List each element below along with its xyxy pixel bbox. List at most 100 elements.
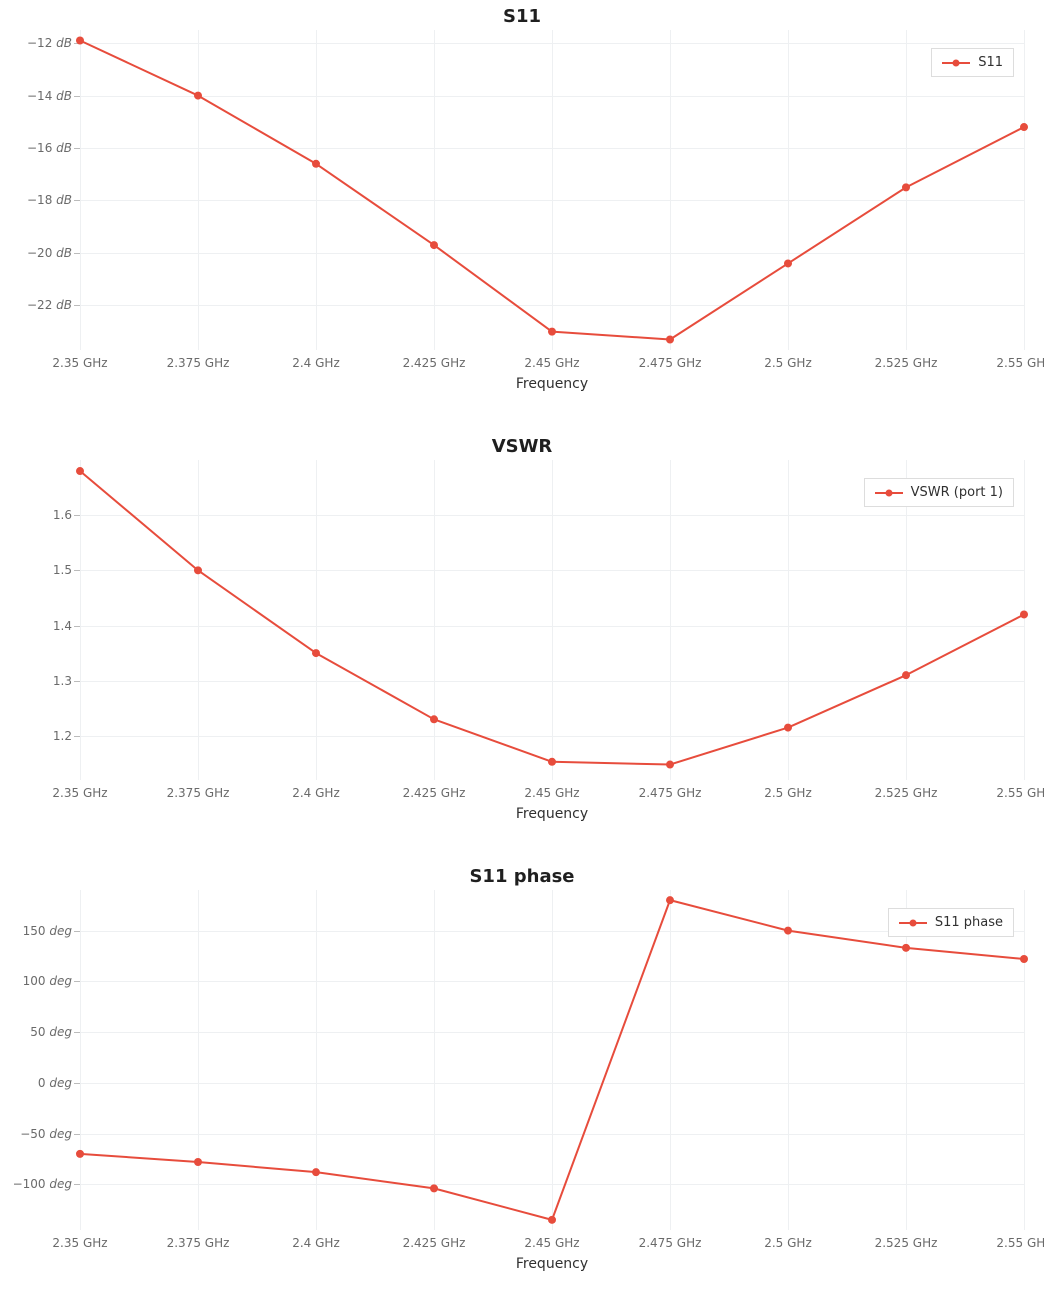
series-marker bbox=[902, 671, 910, 679]
s11phase-chart: S11 phase2.35 GHz2.375 GHz2.4 GHz2.425 G… bbox=[0, 860, 1044, 1300]
x-tick-label: 2.5 GHz bbox=[764, 356, 812, 370]
series-marker bbox=[194, 566, 202, 574]
s11-chart: S112.35 GHz2.375 GHz2.4 GHz2.425 GHz2.45… bbox=[0, 0, 1044, 420]
x-tick-label: 2.475 GHz bbox=[639, 356, 702, 370]
series-marker bbox=[430, 241, 438, 249]
y-tick-label: −14 dB bbox=[27, 89, 72, 103]
s11phase-xlabel: Frequency bbox=[516, 1256, 588, 1272]
series-marker bbox=[784, 259, 792, 267]
series-marker bbox=[312, 649, 320, 657]
series-line bbox=[80, 40, 1024, 339]
series-marker bbox=[312, 160, 320, 168]
y-tick-label: −16 dB bbox=[27, 141, 72, 155]
series-marker bbox=[548, 758, 556, 766]
x-tick-label: 2.4 GHz bbox=[292, 1236, 340, 1250]
vswr-title: VSWR bbox=[0, 430, 1044, 461]
grid-vertical bbox=[1024, 890, 1025, 1230]
y-tick-label: 1.4 bbox=[53, 619, 72, 633]
series-marker bbox=[430, 715, 438, 723]
s11-series bbox=[80, 30, 1024, 350]
series-marker bbox=[430, 1184, 438, 1192]
x-tick-label: 2.475 GHz bbox=[639, 786, 702, 800]
x-tick-label: 2.45 GHz bbox=[524, 786, 579, 800]
chart-container: S112.35 GHz2.375 GHz2.4 GHz2.425 GHz2.45… bbox=[0, 0, 1044, 1300]
series-line bbox=[80, 900, 1024, 1220]
vswr-chart: VSWR2.35 GHz2.375 GHz2.4 GHz2.425 GHz2.4… bbox=[0, 430, 1044, 850]
s11-plot-area: 2.35 GHz2.375 GHz2.4 GHz2.425 GHz2.45 GH… bbox=[80, 30, 1024, 350]
y-tick-label: 50 deg bbox=[30, 1025, 72, 1039]
grid-vertical bbox=[1024, 460, 1025, 780]
y-tick-label: 0 deg bbox=[38, 1076, 72, 1090]
series-marker bbox=[902, 183, 910, 191]
series-line bbox=[80, 471, 1024, 765]
y-tick-label: 100 deg bbox=[23, 974, 72, 988]
legend-swatch-icon bbox=[875, 492, 903, 494]
series-marker bbox=[76, 1150, 84, 1158]
series-marker bbox=[1020, 123, 1028, 131]
vswr-plot-area: 2.35 GHz2.375 GHz2.4 GHz2.425 GHz2.45 GH… bbox=[80, 460, 1024, 780]
s11-title: S11 bbox=[0, 0, 1044, 31]
x-tick-label: 2.45 GHz bbox=[524, 1236, 579, 1250]
x-tick-label: 2.425 GHz bbox=[403, 786, 466, 800]
x-tick-label: 2.375 GHz bbox=[167, 356, 230, 370]
s11-xlabel: Frequency bbox=[516, 376, 588, 392]
y-tick-label: 150 deg bbox=[23, 924, 72, 938]
vswr-xlabel: Frequency bbox=[516, 806, 588, 822]
series-marker bbox=[194, 92, 202, 100]
x-tick-label: 2.55 GHz bbox=[996, 356, 1044, 370]
x-tick-label: 2.45 GHz bbox=[524, 356, 579, 370]
legend-swatch-icon bbox=[899, 922, 927, 924]
s11-legend-label: S11 bbox=[978, 55, 1003, 70]
x-tick-label: 2.475 GHz bbox=[639, 1236, 702, 1250]
x-tick-label: 2.525 GHz bbox=[875, 1236, 938, 1250]
x-tick-label: 2.425 GHz bbox=[403, 1236, 466, 1250]
y-tick-label: −100 deg bbox=[13, 1177, 72, 1191]
y-tick-label: −18 dB bbox=[27, 193, 72, 207]
series-marker bbox=[784, 724, 792, 732]
x-tick-label: 2.35 GHz bbox=[52, 356, 107, 370]
x-tick-label: 2.35 GHz bbox=[52, 786, 107, 800]
y-tick-label: −22 dB bbox=[27, 298, 72, 312]
x-tick-label: 2.55 GHz bbox=[996, 1236, 1044, 1250]
legend-marker-icon bbox=[909, 919, 916, 926]
y-tick-label: −50 deg bbox=[20, 1127, 72, 1141]
s11phase-legend: S11 phase bbox=[888, 908, 1014, 937]
series-marker bbox=[666, 896, 674, 904]
y-tick-label: 1.5 bbox=[53, 563, 72, 577]
vswr-legend: VSWR (port 1) bbox=[864, 478, 1014, 507]
series-marker bbox=[666, 336, 674, 344]
x-tick-label: 2.5 GHz bbox=[764, 786, 812, 800]
x-tick-label: 2.4 GHz bbox=[292, 356, 340, 370]
series-marker bbox=[1020, 955, 1028, 963]
y-tick-label: 1.6 bbox=[53, 508, 72, 522]
series-marker bbox=[784, 927, 792, 935]
legend-marker-icon bbox=[953, 59, 960, 66]
series-marker bbox=[548, 1216, 556, 1224]
s11phase-series bbox=[80, 890, 1024, 1230]
vswr-legend-label: VSWR (port 1) bbox=[911, 485, 1003, 500]
x-tick-label: 2.425 GHz bbox=[403, 356, 466, 370]
series-marker bbox=[902, 944, 910, 952]
series-marker bbox=[666, 761, 674, 769]
s11phase-plot-area: 2.35 GHz2.375 GHz2.4 GHz2.425 GHz2.45 GH… bbox=[80, 890, 1024, 1230]
series-marker bbox=[548, 328, 556, 336]
grid-vertical bbox=[1024, 30, 1025, 350]
y-tick-label: −20 dB bbox=[27, 246, 72, 260]
x-tick-label: 2.5 GHz bbox=[764, 1236, 812, 1250]
s11phase-title: S11 phase bbox=[0, 860, 1044, 891]
series-marker bbox=[194, 1158, 202, 1166]
x-tick-label: 2.525 GHz bbox=[875, 356, 938, 370]
series-marker bbox=[312, 1168, 320, 1176]
legend-marker-icon bbox=[885, 489, 892, 496]
y-tick-label: 1.2 bbox=[53, 729, 72, 743]
y-tick-label: −12 dB bbox=[27, 36, 72, 50]
vswr-series bbox=[80, 460, 1024, 780]
s11phase-legend-label: S11 phase bbox=[935, 915, 1003, 930]
x-tick-label: 2.375 GHz bbox=[167, 1236, 230, 1250]
s11-legend: S11 bbox=[931, 48, 1014, 77]
x-tick-label: 2.55 GHz bbox=[996, 786, 1044, 800]
x-tick-label: 2.35 GHz bbox=[52, 1236, 107, 1250]
x-tick-label: 2.375 GHz bbox=[167, 786, 230, 800]
x-tick-label: 2.4 GHz bbox=[292, 786, 340, 800]
legend-swatch-icon bbox=[942, 62, 970, 64]
